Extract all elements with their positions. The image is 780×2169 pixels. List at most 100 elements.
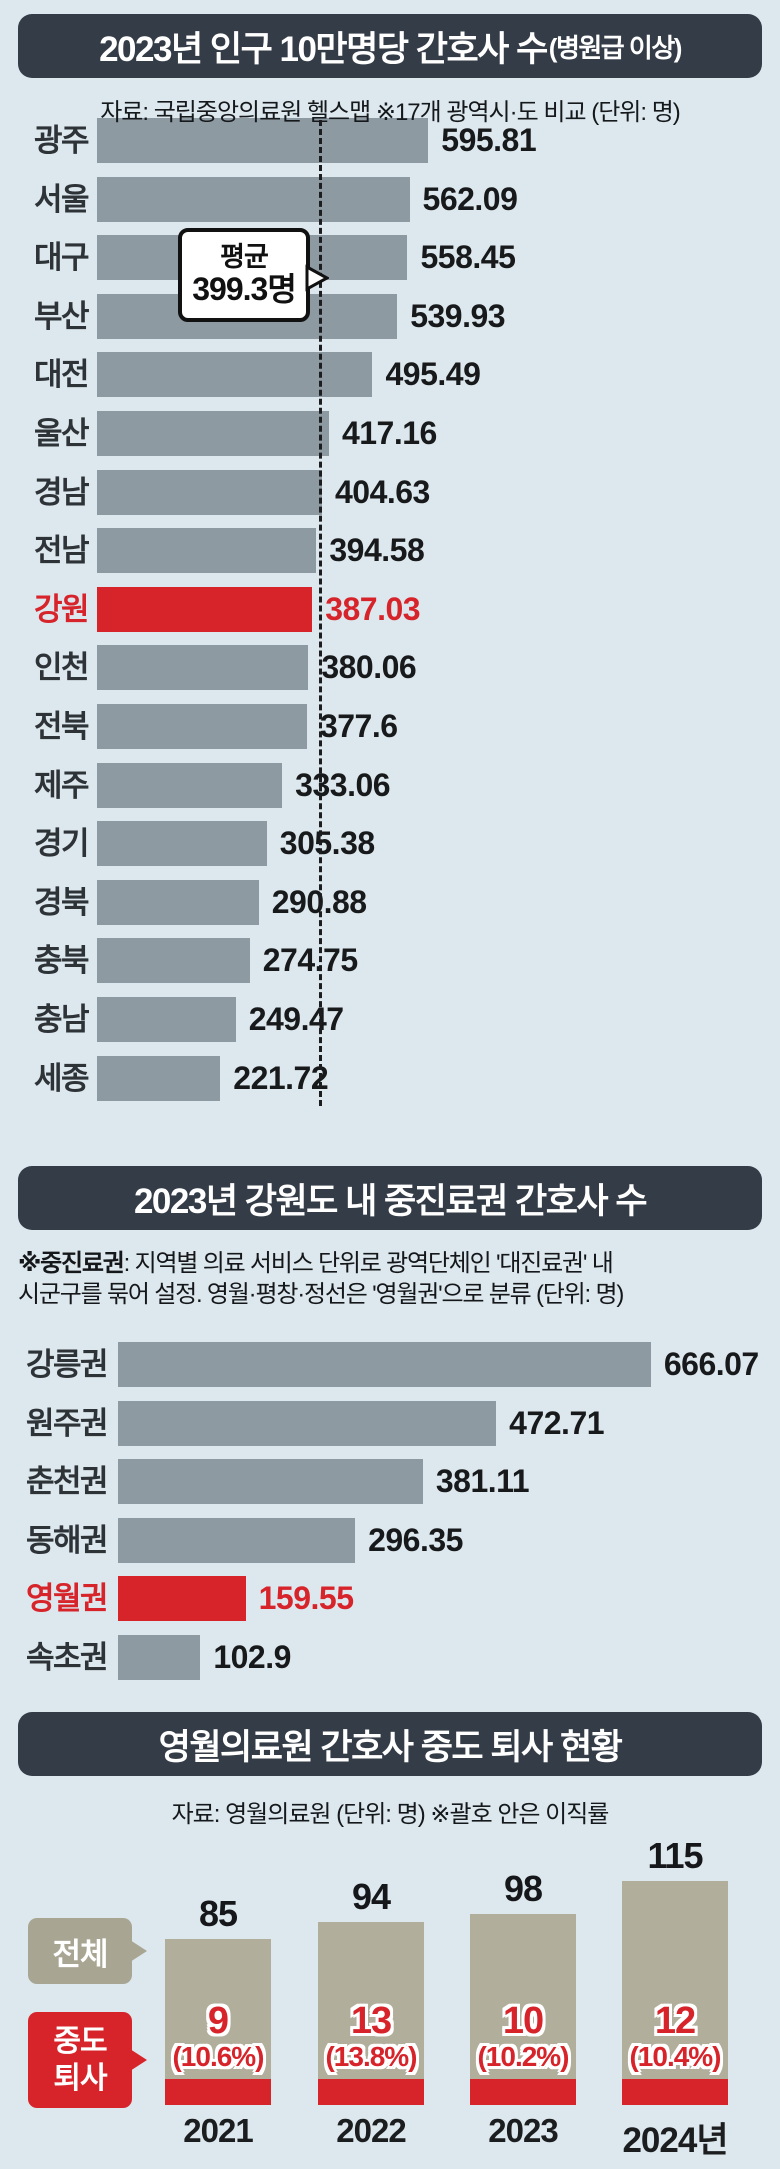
bar-row-label: 대전 [34, 357, 90, 393]
chart2-title-text: 2023년 강원도 내 중진료권 간호사 수 [133, 1181, 648, 1221]
bar-row-label: 세종 [34, 1060, 90, 1096]
resign-count: 12 [654, 2000, 696, 2042]
bar [118, 1635, 201, 1680]
resign-rate: (10.4%) [629, 2041, 721, 2072]
bar-row-label: 경기 [34, 826, 90, 862]
total-value: 85 [198, 1893, 238, 1935]
bar-row-label: 전남 [34, 533, 90, 569]
bar [97, 176, 410, 222]
bar-value: 221.72 [233, 1059, 329, 1096]
bar [118, 1459, 423, 1505]
bar [118, 1342, 651, 1387]
chart3-title: 영월의료원 간호사 중도 퇴사 현황 [18, 1712, 762, 1776]
bar-value: 595.81 [441, 122, 537, 158]
bar-value: 562.09 [422, 180, 518, 217]
bar-row-label: 원주권 [26, 1405, 109, 1441]
bar-value: 296.35 [368, 1521, 463, 1558]
resign-count: 10 [502, 1999, 544, 2042]
bar-row-label: 인천 [34, 650, 90, 686]
bar [97, 762, 283, 808]
bar [97, 821, 267, 867]
bar-value: 394.58 [329, 532, 425, 569]
bar [97, 704, 307, 749]
bar-row-label: 춘천권 [26, 1464, 109, 1500]
bar-row-label: 충남 [34, 1002, 90, 1037]
bar [97, 118, 429, 163]
resign-bubble: 중도 퇴사 [28, 2012, 147, 2108]
bar-row-label: 서울 [34, 181, 90, 217]
bar [97, 411, 329, 456]
total-value: 98 [503, 1867, 543, 1909]
resign-rate: (10.2%) [477, 2040, 569, 2072]
resign-rate: (13.8%) [325, 2040, 417, 2072]
bar-value: 404.63 [334, 473, 430, 510]
bar-row-label: 경남 [34, 474, 90, 510]
year-label: 2023 [488, 2112, 558, 2149]
bar-column: 9 (10.6%) [165, 1939, 271, 2105]
bar-row-label: 광주 [34, 123, 90, 158]
bar-row-label: 충북 [34, 943, 90, 979]
year-label: 2021 [183, 2112, 253, 2149]
resign-count: 9 [207, 2000, 229, 2042]
resign-bubble-line1: 중도 [53, 2025, 107, 2058]
bar-value: 472.71 [509, 1404, 605, 1441]
total-bubble-arrow-icon [130, 1940, 147, 1962]
callout-arrow-icon [305, 264, 329, 292]
bar [118, 1517, 356, 1563]
bar [97, 586, 313, 632]
bar-row-label: 대구 [34, 240, 90, 276]
average-callout: 평균 399.3명 [178, 228, 329, 322]
bar [97, 1055, 221, 1101]
bar-row-label: 동해권 [26, 1522, 109, 1558]
bar-row-label: 울산 [34, 416, 90, 451]
bar-value: 666.07 [663, 1346, 759, 1382]
chart2-title: 2023년 강원도 내 중진료권 간호사 수 [18, 1166, 762, 1230]
bar [118, 1576, 246, 1622]
bar-row-label: 전북 [34, 709, 90, 744]
bar-value: 558.45 [420, 239, 516, 276]
chart3-title-text: 영월의료원 간호사 중도 퇴사 현황 [158, 1727, 623, 1767]
bar-value: 377.6 [319, 708, 398, 744]
bar-row-label: 강원 [34, 591, 90, 627]
total-value: 115 [647, 1834, 703, 1876]
bar-value: 539.93 [410, 297, 506, 334]
chart3-area: 전체 중도 퇴사 85 9 (10.6%) 2021 94 13 (13.8%) 2022 98… [0, 1830, 780, 2169]
resign-bubble-arrow-icon [130, 2049, 147, 2071]
bar-row-label: 강릉권 [26, 1347, 109, 1382]
average-dashed-line [319, 120, 322, 1106]
chart1-title-paren: (병원급 이상) [548, 32, 683, 63]
bar-value: 274.75 [262, 942, 358, 979]
resign-strip [165, 2079, 271, 2105]
bar-value: 305.38 [279, 825, 375, 862]
resign-bubble-line2: 퇴사 [53, 2062, 107, 2095]
chart3-source-note: 자료: 영월의료원 (단위: 명) ※괄호 안은 이직률 [171, 1801, 610, 1828]
bar-row-label: 영월권 [26, 1581, 109, 1617]
bar [97, 645, 309, 691]
bar-row-label: 속초권 [26, 1640, 109, 1675]
total-value: 94 [351, 1875, 391, 1917]
resign-strip [622, 2079, 728, 2105]
chart2-note: ※중진료권: 지역별 의료 서비스 단위로 광역단체인 '대진료권' 내 시군구… [18, 1248, 766, 1310]
bar-row-label: 제주 [34, 767, 90, 803]
average-callout-label: 평균 [220, 241, 269, 272]
resign-rate: (10.6%) [172, 2041, 264, 2072]
bar [97, 528, 317, 574]
bar [118, 1400, 497, 1446]
bar-value: 380.06 [321, 649, 417, 686]
total-bubble: 전체 [28, 1918, 147, 1984]
bar-value: 381.11 [435, 1463, 530, 1500]
bar-value: 417.16 [341, 415, 437, 451]
total-bubble-label: 전체 [52, 1936, 108, 1972]
bar-value: 333.06 [295, 766, 391, 803]
bar-column: 10 (10.2%) [470, 1913, 576, 2105]
bar-value: 495.49 [385, 356, 481, 393]
bar-value: 159.55 [258, 1580, 354, 1617]
bar-value: 387.03 [325, 590, 421, 627]
bar-column: 13 (13.8%) [318, 1921, 424, 2105]
bar [97, 879, 259, 925]
bar-row-label: 부산 [34, 298, 90, 334]
bar-value: 249.47 [248, 1001, 344, 1037]
bar-row-label: 경북 [34, 884, 90, 920]
chart2-note-line1: : 지역별 의료 서비스 단위로 광역단체인 '대진료권' 내 [123, 1250, 614, 1277]
resign-strip [470, 2078, 576, 2105]
